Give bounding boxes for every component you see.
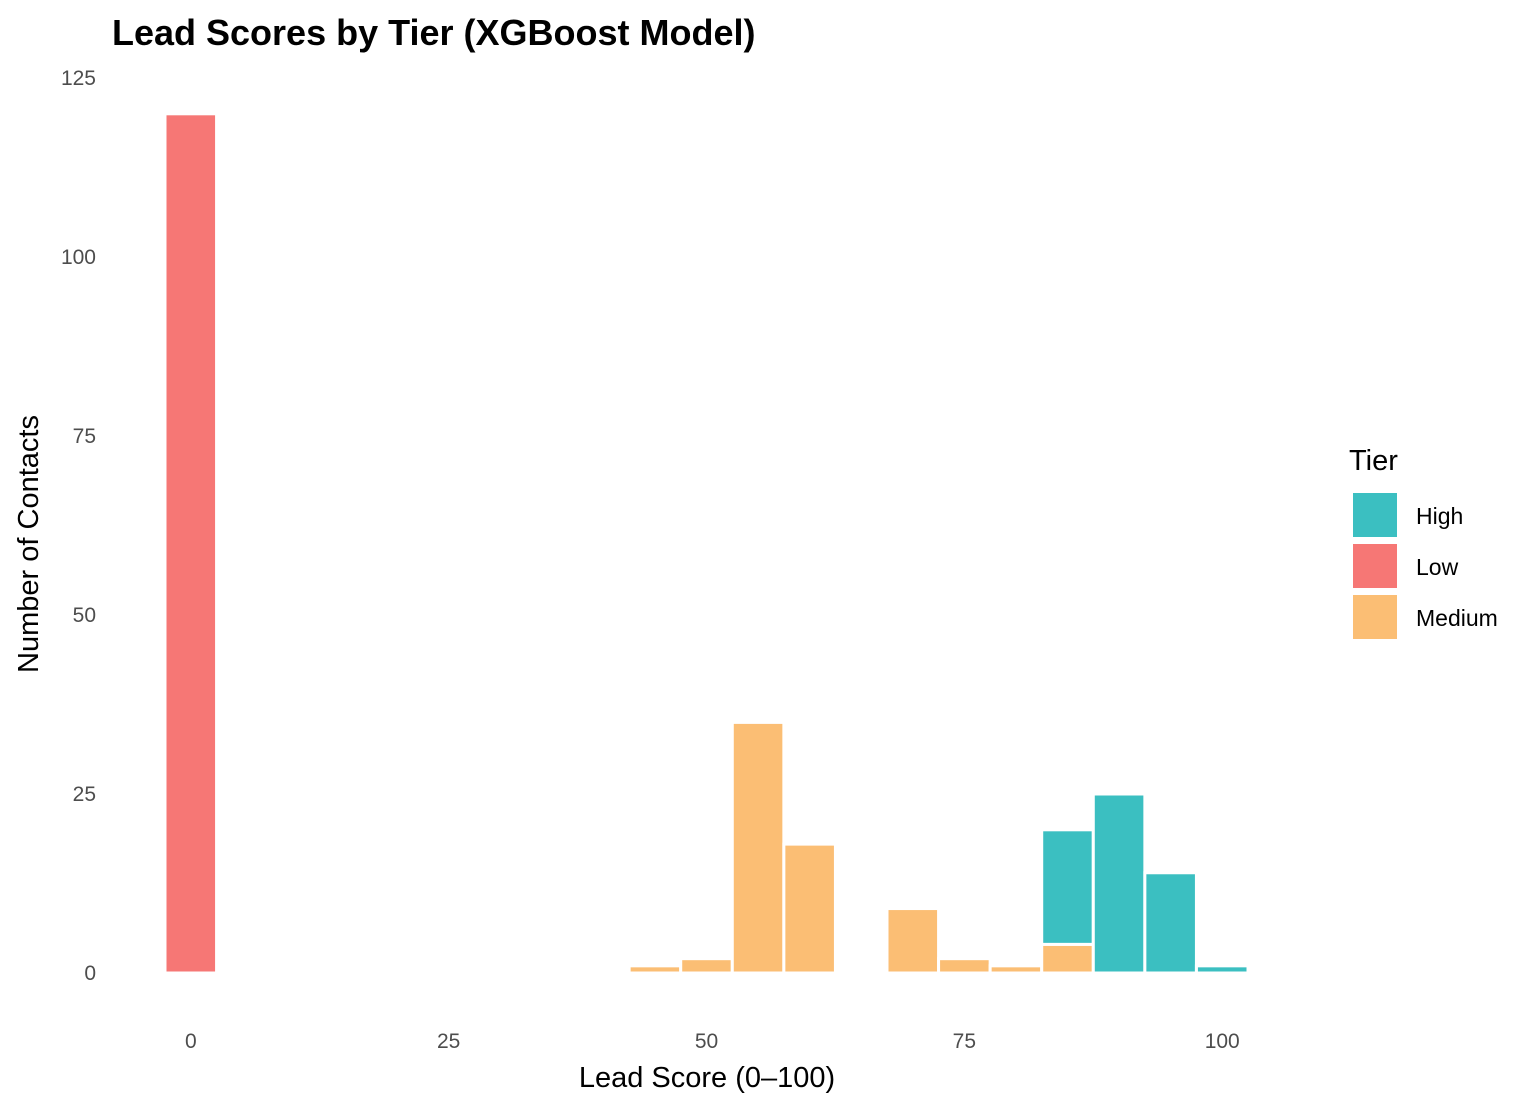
y-tick-label: 100 <box>61 246 96 269</box>
legend-swatch-low <box>1351 542 1399 590</box>
bar-low-0 <box>163 112 219 975</box>
legend-swatch-medium <box>1351 593 1399 641</box>
x-tick-label: 75 <box>953 1030 976 1053</box>
bar-high-90 <box>1091 792 1147 975</box>
y-axis-title: Number of Contacts <box>13 415 45 673</box>
x-tick-label: 25 <box>437 1030 460 1053</box>
legend-label-low: Low <box>1416 554 1459 580</box>
legend-label-high: High <box>1416 503 1463 529</box>
bar-medium-85 <box>1040 942 1095 975</box>
bar-medium-55 <box>730 720 786 975</box>
bar-medium-80 <box>988 964 1044 975</box>
x-tick-label: 0 <box>185 1030 197 1053</box>
bar-medium-45 <box>627 964 683 975</box>
y-tick-labels: 0 25 50 75 100 125 <box>61 67 96 985</box>
y-tick-label: 75 <box>73 425 96 448</box>
bars-layer <box>163 112 1250 975</box>
y-tick-label: 0 <box>84 962 96 985</box>
x-tick-labels: 0 25 50 75 100 <box>185 1030 1240 1053</box>
bar-high-100 <box>1194 964 1250 975</box>
x-tick-label: 50 <box>695 1030 718 1053</box>
legend-label-medium: Medium <box>1416 605 1498 631</box>
bar-medium-50 <box>679 957 734 975</box>
bar-medium-70 <box>885 907 941 975</box>
y-tick-label: 125 <box>61 67 96 90</box>
chart-title: Lead Scores by Tier (XGBoost Model) <box>112 12 756 53</box>
x-axis-title: Lead Score (0–100) <box>579 1062 835 1094</box>
bar-high-95 <box>1143 871 1198 975</box>
bar-medium-75 <box>937 957 992 975</box>
legend-swatch-high <box>1351 491 1399 539</box>
legend: Tier High Low Medium <box>1349 445 1498 641</box>
y-tick-label: 25 <box>73 783 96 806</box>
bar-medium-60 <box>782 842 837 975</box>
x-tick-label: 100 <box>1205 1030 1240 1053</box>
legend-title: Tier <box>1349 445 1398 477</box>
y-tick-label: 50 <box>73 604 96 627</box>
bar-high-85 <box>1040 828 1095 946</box>
legend-items: High Low Medium <box>1351 491 1498 641</box>
